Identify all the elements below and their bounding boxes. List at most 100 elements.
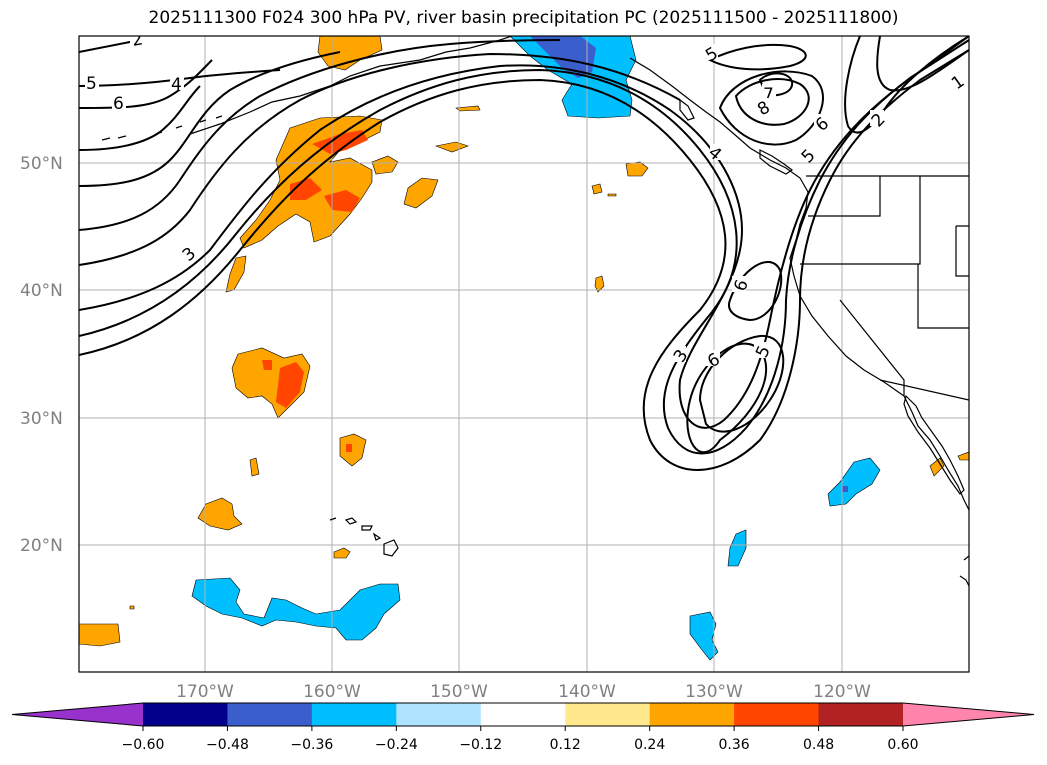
pv-contour-label: 5 [86, 74, 97, 94]
colorbar-tick-label: 0.12 [550, 737, 581, 753]
lon-label: 170°W [176, 682, 234, 702]
map-background [79, 36, 969, 672]
bc-coast [629, 57, 969, 511]
lat-label: 20°N [20, 536, 63, 556]
precip-patch [842, 486, 848, 492]
precip-patch [324, 190, 360, 212]
state-border [808, 176, 881, 217]
colorbar-extension-high [903, 703, 1034, 726]
colorbar-tick-label: 0.36 [719, 737, 750, 753]
state-border [839, 299, 905, 396]
precip-patch [333, 547, 351, 559]
precip-patch [262, 360, 272, 370]
baja-california [903, 394, 965, 495]
precip-patch [317, 36, 383, 71]
pv-contour [79, 69, 281, 87]
colorbar-tick-label: 0.24 [634, 737, 665, 753]
precip-patch [290, 178, 322, 200]
lat-label: 40°N [20, 281, 63, 301]
precip-patch [594, 275, 605, 293]
pv-contour [79, 49, 969, 471]
lon-label: 140°W [558, 682, 616, 702]
precip-positive-anomalies [79, 36, 969, 647]
precip-patch [249, 457, 260, 477]
precip-patch [591, 183, 603, 195]
pv-contour [686, 342, 768, 454]
pv-contour [718, 70, 824, 146]
precip-patch [371, 155, 399, 175]
pv-contour [79, 36, 969, 429]
pv-contour-label: 6 [113, 94, 124, 114]
state-border [879, 379, 969, 401]
pv-contour-label: 7 [763, 85, 774, 105]
precip-patch [827, 457, 881, 507]
pv-contour [79, 52, 681, 266]
pv-contour [79, 51, 341, 187]
pv-contour [728, 260, 783, 322]
precip-patch [607, 193, 617, 197]
pv-contour [876, 36, 969, 92]
pv-contour [734, 78, 810, 126]
colorbar-tick-label: −0.12 [459, 737, 502, 753]
colorbar-tick-label: −0.24 [375, 737, 418, 753]
pv-contour-label: 2 [130, 29, 144, 51]
colorbar-segment [818, 703, 904, 726]
lon-label: 160°W [303, 682, 361, 702]
precip-patch [625, 161, 649, 177]
state-border [917, 264, 969, 329]
colorbar-segment [565, 703, 651, 726]
pv-contour [79, 39, 561, 231]
colorbar-segment [311, 703, 397, 726]
pv-contour [79, 59, 213, 109]
colorbar-extension-low [12, 703, 143, 726]
mexico-coast [959, 555, 969, 587]
colorbar-tick-label: −0.60 [122, 737, 165, 753]
colorbar-tick-label: 0.60 [887, 737, 918, 753]
state-border [800, 176, 921, 265]
colorbar-segment [649, 703, 735, 726]
map-frame [78, 35, 970, 673]
latitude-axis: 50°N 40°N 30°N 20°N [20, 154, 63, 556]
lon-label: 150°W [430, 682, 488, 702]
lat-label: 30°N [20, 409, 63, 429]
pv-contour-label: 4 [171, 75, 182, 95]
precip-patch [530, 36, 596, 78]
pv-contour-labels: 2 5 4 6 3 5 7 8 6 5 4 1 2 6 [85, 29, 968, 372]
colorbar-tick-label: −0.48 [206, 737, 249, 753]
haida-gwaii [679, 98, 695, 121]
hawaii-islands [329, 517, 399, 557]
precip-patch [191, 577, 401, 641]
precip-patch [689, 611, 719, 661]
state-border [955, 225, 969, 277]
precip-patch [403, 177, 439, 209]
longitude-axis: 170°W 160°W 150°W 140°W 130°W 120°W [176, 682, 871, 702]
pv-contour [707, 43, 807, 71]
colorbar-segment [480, 703, 566, 726]
colorbar-segment [734, 703, 820, 726]
pv-contours [79, 36, 969, 471]
colorbar-segment [143, 703, 228, 726]
pv-contour [79, 39, 969, 455]
colorbar-tick-label: −0.36 [290, 737, 333, 753]
precip-patch [727, 529, 747, 567]
colorbar-tick-label: 0.48 [803, 737, 834, 753]
colorbar: −0.60 −0.48 −0.36 −0.24 −0.12 0.12 0.24 0.36 0.4… [11, 702, 1035, 753]
precip-patch [79, 623, 121, 647]
page-title: 2025111300 F024 300 hPa PV, river basin … [148, 8, 899, 28]
precip-patch [434, 141, 469, 153]
vancouver-island [759, 149, 794, 175]
precip-patch [197, 497, 243, 531]
pv-contour [844, 36, 969, 134]
precip-patch [929, 457, 945, 477]
pv-contour [79, 85, 201, 151]
precip-patch [129, 605, 135, 610]
precip-patch [957, 451, 969, 461]
alaska-coast [189, 36, 513, 135]
precip-patch [276, 362, 304, 408]
colorbar-segment [227, 703, 313, 726]
precip-patch [346, 444, 352, 452]
lon-label: 130°W [685, 682, 743, 702]
lat-label: 50°N [20, 154, 63, 174]
lon-label: 120°W [813, 682, 871, 702]
